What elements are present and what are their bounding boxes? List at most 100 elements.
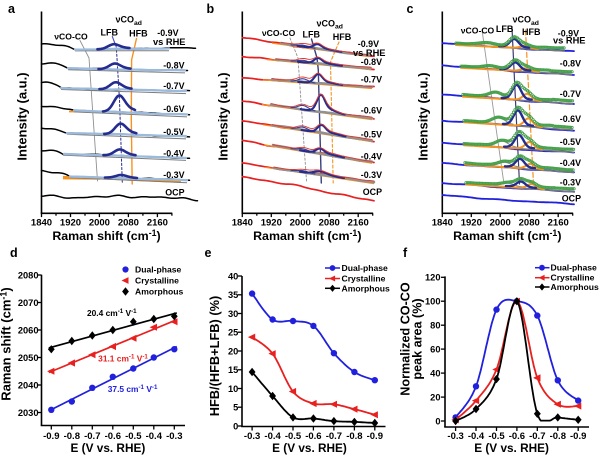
- svg-text:-0.5V: -0.5V: [560, 137, 581, 147]
- svg-text:-0.9: -0.9: [367, 431, 383, 442]
- svg-text:Intensity (a.u.): Intensity (a.u.): [415, 72, 430, 160]
- svg-text:-0.5: -0.5: [488, 431, 505, 442]
- svg-text:20: 20: [430, 392, 440, 402]
- svg-text:2050: 2050: [18, 353, 39, 363]
- svg-text:1840: 1840: [232, 218, 253, 229]
- svg-text:OCP: OCP: [562, 194, 581, 204]
- svg-text:E (V vs. RHE): E (V vs. RHE): [272, 441, 347, 455]
- svg-text:-0.5V: -0.5V: [163, 127, 184, 137]
- svg-text:Dual-phase: Dual-phase: [135, 265, 182, 275]
- svg-text:E (V vs. RHE): E (V vs. RHE): [474, 441, 549, 455]
- svg-text:2060: 2060: [18, 325, 39, 335]
- svg-text:1920: 1920: [261, 218, 282, 229]
- svg-text:5: 5: [233, 403, 238, 413]
- svg-text:2160: 2160: [548, 218, 569, 229]
- svg-text:-0.8: -0.8: [64, 431, 80, 442]
- svg-text:-0.3V: -0.3V: [163, 170, 184, 180]
- svg-text:-0.3: -0.3: [447, 431, 463, 442]
- svg-text:-0.3V: -0.3V: [361, 170, 382, 180]
- svg-text:Raman shift (cm-1): Raman shift (cm-1): [52, 228, 160, 243]
- svg-text:-0.5V: -0.5V: [361, 129, 382, 139]
- svg-text:31.1 cm-1 V-1: 31.1 cm-1 V-1: [98, 354, 148, 364]
- svg-text:-0.9V: -0.9V: [558, 28, 579, 38]
- svg-text:2000: 2000: [290, 218, 311, 229]
- svg-text:120: 120: [425, 273, 441, 283]
- svg-text:1840: 1840: [432, 218, 453, 229]
- svg-text:15: 15: [228, 365, 238, 375]
- svg-text:-0.5: -0.5: [285, 431, 302, 442]
- svg-text:-0.6: -0.6: [105, 431, 121, 442]
- svg-text:HFB/(HFB+LFB) (%): HFB/(HFB+LFB) (%): [207, 296, 222, 416]
- svg-text:1840: 1840: [31, 218, 52, 229]
- svg-text:60: 60: [430, 344, 440, 354]
- svg-text:-0.4V: -0.4V: [163, 149, 184, 159]
- svg-text:-0.9V: -0.9V: [358, 39, 379, 49]
- svg-text:0: 0: [233, 421, 238, 431]
- svg-text:20.4 cm-1 V-1: 20.4 cm-1 V-1: [87, 308, 137, 318]
- svg-text:HFB: HFB: [333, 32, 352, 42]
- svg-text:-0.4V: -0.4V: [361, 152, 382, 162]
- svg-text:-0.8: -0.8: [550, 431, 566, 442]
- svg-text:100: 100: [425, 297, 441, 307]
- svg-text:20: 20: [228, 346, 238, 356]
- svg-text:Intensity (a.u.): Intensity (a.u.): [15, 72, 30, 160]
- svg-text:LFB: LFB: [101, 27, 119, 37]
- svg-text:Amorphous: Amorphous: [342, 283, 390, 293]
- svg-text:2080: 2080: [18, 270, 39, 280]
- svg-text:2080: 2080: [519, 218, 540, 229]
- svg-text:Amorphous: Amorphous: [135, 287, 183, 297]
- svg-text:-0.6V: -0.6V: [361, 106, 382, 116]
- svg-text:Amorphous: Amorphous: [551, 282, 599, 292]
- svg-text:30: 30: [228, 309, 238, 319]
- svg-text:2040: 2040: [18, 380, 39, 390]
- svg-text:E (V vs. RHE): E (V vs. RHE): [71, 441, 146, 455]
- svg-text:OCP: OCP: [165, 188, 184, 198]
- svg-text:HFB: HFB: [129, 29, 148, 39]
- svg-text:-0.4: -0.4: [264, 431, 281, 442]
- svg-text:f: f: [403, 246, 408, 260]
- svg-text:Crystalline: Crystalline: [551, 273, 595, 283]
- svg-text:Dual-phase: Dual-phase: [342, 263, 389, 273]
- svg-text:40: 40: [228, 271, 238, 281]
- svg-text:Raman shift (cm-1): Raman shift (cm-1): [0, 287, 14, 401]
- svg-text:-0.7V: -0.7V: [361, 74, 382, 84]
- svg-text:80: 80: [430, 321, 440, 331]
- svg-text:vs RHE: vs RHE: [553, 36, 586, 46]
- svg-text:νCO-CO: νCO-CO: [461, 26, 495, 36]
- svg-text:-0.5: -0.5: [125, 431, 142, 442]
- svg-text:e: e: [205, 246, 212, 260]
- svg-text:-0.6V: -0.6V: [163, 104, 184, 114]
- svg-text:d: d: [10, 246, 18, 260]
- svg-text:25: 25: [228, 328, 238, 338]
- svg-text:Normalized CO-CO: Normalized CO-CO: [399, 282, 413, 396]
- svg-text:peak area (%): peak area (%): [411, 298, 425, 379]
- svg-text:2160: 2160: [147, 218, 168, 229]
- svg-text:-0.6V: -0.6V: [560, 114, 581, 124]
- svg-text:1920: 1920: [60, 218, 81, 229]
- svg-text:-0.4: -0.4: [468, 431, 485, 442]
- svg-text:2080: 2080: [319, 218, 340, 229]
- svg-text:2080: 2080: [118, 218, 139, 229]
- svg-text:LFB: LFB: [303, 30, 321, 40]
- svg-text:-0.6: -0.6: [305, 431, 321, 442]
- svg-text:-0.7: -0.7: [326, 431, 342, 442]
- svg-text:-0.9: -0.9: [570, 431, 586, 442]
- svg-text:10: 10: [228, 384, 238, 394]
- svg-text:-0.4V: -0.4V: [560, 158, 581, 168]
- svg-text:vs RHE: vs RHE: [353, 48, 386, 58]
- svg-text:-0.7: -0.7: [529, 431, 545, 442]
- svg-text:Dual-phase: Dual-phase: [551, 263, 598, 273]
- svg-text:-0.7: -0.7: [84, 431, 100, 442]
- svg-text:HFB: HFB: [522, 27, 541, 37]
- svg-text:40: 40: [430, 368, 440, 378]
- svg-text:-0.3: -0.3: [166, 431, 182, 442]
- svg-text:1920: 1920: [461, 218, 482, 229]
- svg-text:Raman shift (cm-1): Raman shift (cm-1): [453, 228, 561, 243]
- svg-text:Crystalline: Crystalline: [342, 274, 386, 284]
- svg-text:b: b: [207, 2, 215, 16]
- svg-text:-0.8V: -0.8V: [163, 60, 184, 70]
- svg-text:Raman shift (cm-1): Raman shift (cm-1): [253, 228, 361, 243]
- svg-text:-0.9V: -0.9V: [157, 28, 178, 38]
- svg-text:-0.6: -0.6: [509, 431, 525, 442]
- svg-text:-0.7V: -0.7V: [560, 89, 581, 99]
